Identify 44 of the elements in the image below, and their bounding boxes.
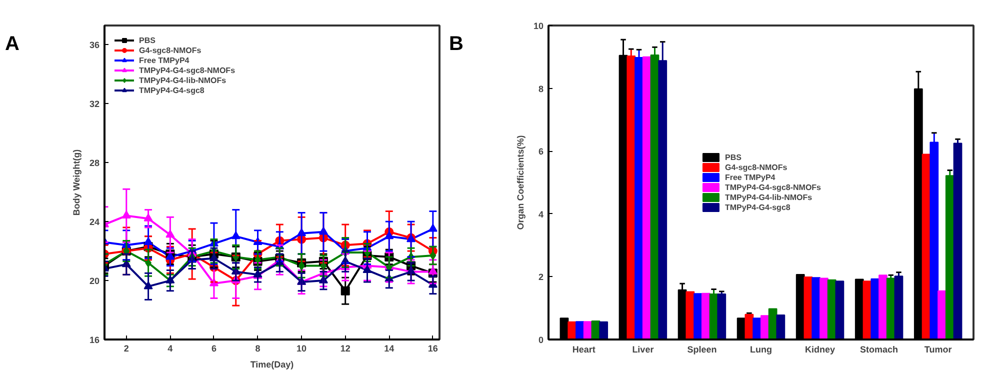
x-tick-label: 14 — [384, 344, 394, 354]
y-tick-label: 32 — [89, 99, 100, 110]
legend-label: TMPyP4-G4-lib-NMOFs — [139, 75, 226, 85]
y-tick-label: 24 — [89, 217, 100, 228]
legend-label: Free TMPyP4 — [139, 55, 190, 65]
legend-label: TMPyP4-G4-sgc8 — [139, 85, 204, 95]
x-axis-title: Time(Day) — [250, 360, 294, 370]
legend-label: PBS — [139, 35, 156, 45]
x-tick-label: 6 — [211, 344, 216, 354]
y-tick-label: 28 — [89, 158, 100, 168]
y-axis-title: Body Weight(g) — [71, 149, 82, 216]
y-tick-label: 10 — [533, 21, 544, 31]
x-tick-label: 12 — [340, 344, 350, 354]
y-tick-label: 4 — [538, 209, 544, 220]
x-tick-label: Liver — [632, 344, 654, 354]
x-tick-label: 4 — [168, 344, 173, 354]
legend-label: PBS — [724, 152, 742, 162]
x-tick-label: 8 — [255, 344, 260, 354]
x-tick-label: Heart — [572, 344, 596, 354]
legend-label: TMPyP4-G4-sgc8 — [724, 202, 790, 212]
x-tick-label: Lung — [750, 344, 772, 354]
y-tick-label: 6 — [538, 146, 544, 157]
legend-label: TMPyP4-G4-lib-NMOFs — [724, 192, 812, 202]
x-tick-label: 2 — [124, 344, 129, 354]
y-tick-label: 20 — [89, 276, 100, 286]
y-tick-label: 2 — [538, 272, 544, 282]
x-tick-label: Spleen — [687, 344, 717, 354]
y-tick-label: 0 — [538, 335, 544, 345]
y-tick-label: 36 — [89, 40, 100, 50]
x-tick-label: Stomach — [860, 344, 898, 354]
text: B — [449, 32, 464, 57]
y-axis-title: Organ Coefficients(%) — [515, 135, 526, 230]
x-tick-label: Tumor — [924, 344, 952, 354]
x-tick-label: Kidney — [805, 344, 836, 354]
legend-label: TMPyP4-G4-sgc8-NMOFs — [724, 182, 822, 192]
x-tick-label: 10 — [296, 344, 307, 354]
x-tick-label: 16 — [428, 344, 438, 354]
legend-label: G4-sgc8-NMOFs — [139, 45, 202, 55]
legend-label: TMPyP4-G4-sgc8-NMOFs — [139, 65, 236, 75]
legend-label: Free TMPyP4 — [724, 172, 776, 182]
y-tick-label: 8 — [538, 84, 544, 94]
y-tick-label: 16 — [89, 335, 100, 345]
legend-label: G4-sgc8-NMOFs — [724, 162, 788, 172]
text: A — [5, 32, 20, 57]
